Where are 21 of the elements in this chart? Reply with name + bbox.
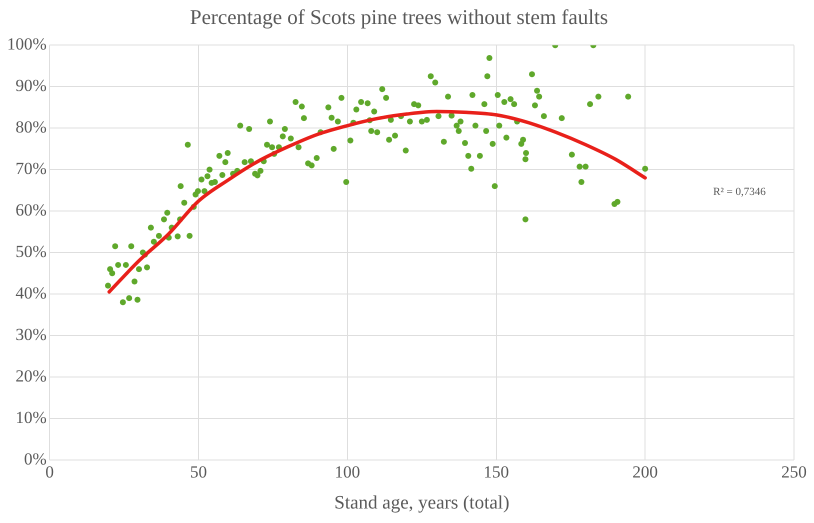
y-tick-label: 80% bbox=[15, 118, 47, 137]
y-tick-label: 30% bbox=[15, 324, 47, 344]
x-tick-label: 200 bbox=[632, 462, 658, 482]
x-tick-label: 150 bbox=[484, 462, 510, 482]
x-tick-label: 50 bbox=[190, 462, 208, 482]
y-tick-label: 100% bbox=[6, 34, 47, 54]
y-tick-label: 40% bbox=[15, 283, 47, 302]
y-tick-label: 0% bbox=[24, 449, 47, 468]
y-tick-label: 20% bbox=[15, 366, 47, 386]
x-tick-label: 100 bbox=[334, 462, 360, 482]
y-tick-label: 50% bbox=[15, 242, 47, 261]
x-axis-title: Stand age, years (total) bbox=[334, 492, 510, 514]
y-tick-label: 70% bbox=[15, 159, 47, 178]
chart-title: Percentage of Scots pine trees without stem faults bbox=[190, 5, 608, 30]
x-tick-label: 250 bbox=[781, 462, 807, 482]
y-tick-label: 10% bbox=[15, 408, 47, 427]
annotation: R² = 0,7346 bbox=[713, 186, 766, 198]
line-series bbox=[107, 110, 647, 294]
y-tick-label: 90% bbox=[15, 76, 47, 96]
y-tick-label: 60% bbox=[15, 200, 47, 220]
x-tick-label: 0 bbox=[45, 462, 54, 482]
